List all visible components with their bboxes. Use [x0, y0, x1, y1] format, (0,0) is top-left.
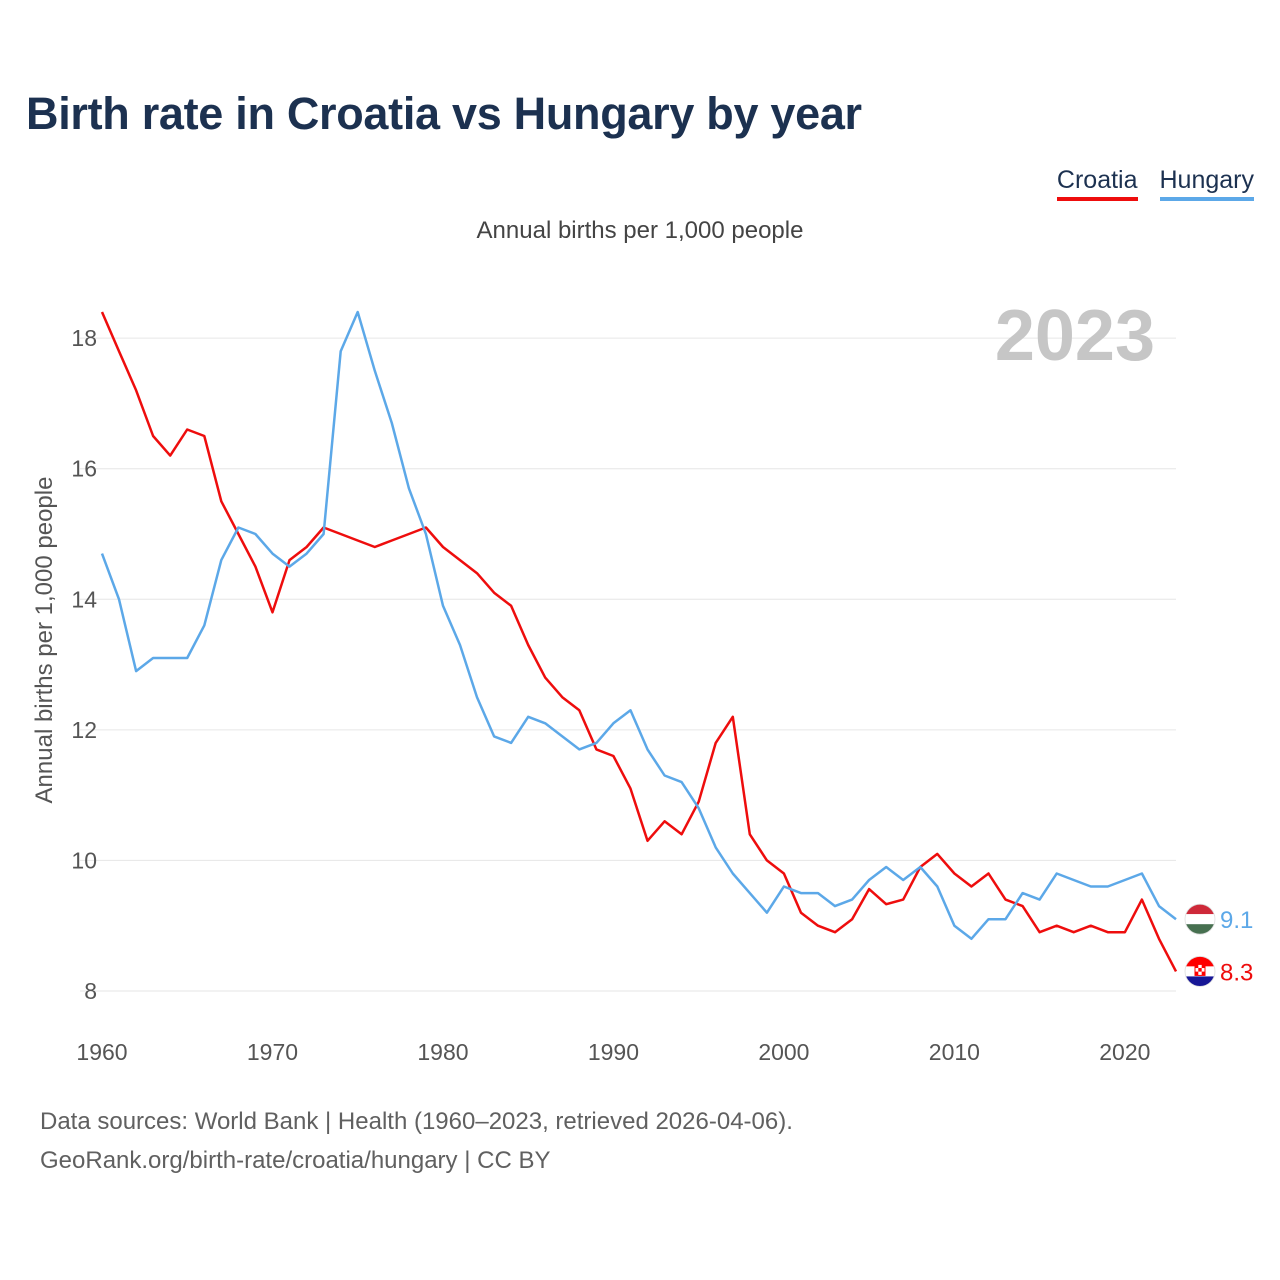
y-tick-label: 18 [71, 325, 97, 351]
end-value-label-hungary: 9.1 [1220, 907, 1253, 934]
grid-lines [80, 337, 1176, 992]
x-tick-label: 1960 [76, 1039, 127, 1065]
x-tick-label: 1990 [588, 1039, 639, 1065]
legend: Croatia Hungary [1056, 166, 1254, 201]
legend-item-hungary[interactable]: Hungary [1159, 166, 1254, 201]
y-tick-label: 10 [71, 847, 97, 873]
y-axis-label: Annual births per 1,000 people [31, 477, 58, 804]
end-value-label-croatia: 8.3 [1220, 959, 1253, 986]
footer-sources: Data sources: World Bank | Health (1960–… [40, 1108, 793, 1135]
chart-subtitle: Annual births per 1,000 people [476, 217, 804, 244]
year-watermark: 2023 [995, 296, 1155, 376]
x-tick-label: 2020 [1099, 1039, 1150, 1065]
x-tick-label: 2000 [758, 1039, 809, 1065]
footer-credit[interactable]: GeoRank.org/birth-rate/croatia/hungary |… [40, 1147, 551, 1174]
series-line-hungary [100, 310, 1177, 941]
flag-hungary-icon [1184, 903, 1216, 935]
y-tick-label: 12 [71, 717, 97, 743]
flag-croatia-icon [1184, 956, 1216, 987]
chart-title: Birth rate in Croatia vs Hungary by year [26, 88, 862, 139]
y-tick-label: 8 [84, 978, 97, 1004]
x-axis-ticks: 1960 1970 1980 1990 2000 2010 2020 [76, 1039, 1150, 1065]
legend-item-croatia[interactable]: Croatia [1056, 166, 1138, 201]
y-axis-ticks: 8 10 12 14 16 18 [71, 325, 97, 1004]
y-tick-label: 16 [71, 456, 97, 482]
y-tick-label: 14 [71, 586, 97, 612]
x-tick-label: 2010 [929, 1039, 980, 1065]
x-tick-label: 1980 [417, 1039, 468, 1065]
series-line-croatia [100, 311, 1178, 972]
x-tick-label: 1970 [247, 1039, 298, 1065]
